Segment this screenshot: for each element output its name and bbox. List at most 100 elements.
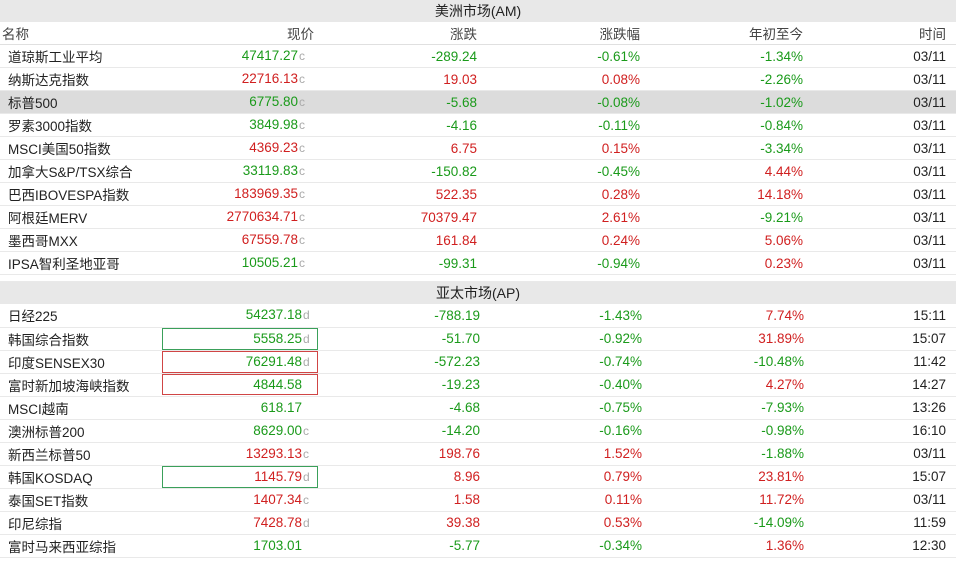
- index-price-cell[interactable]: 1703.01: [158, 534, 320, 558]
- index-price-cell[interactable]: 6775.80c: [153, 90, 316, 114]
- index-price: 10505.21: [241, 255, 298, 270]
- index-time: 11:59: [806, 511, 956, 535]
- index-name[interactable]: 巴西IBOVESPA指数: [0, 182, 153, 206]
- index-name[interactable]: 印尼综指: [0, 511, 158, 535]
- index-row[interactable]: 泰国SET指数 1407.34c 1.58 0.11% 11.72% 03/11: [0, 488, 956, 512]
- index-price: 1145.79: [254, 468, 302, 484]
- index-change-pct: 0.53%: [482, 511, 644, 535]
- index-price-cell[interactable]: 4844.58: [158, 373, 320, 397]
- index-row[interactable]: 阿根廷MERV 2770634.71c 70379.47 2.61% -9.21% 03/…: [0, 205, 956, 229]
- index-row[interactable]: MSCI美国50指数 4369.23c 6.75 0.15% -3.34% 03/11: [0, 136, 956, 160]
- index-row[interactable]: 韩国综合指数 5558.25d -51.70 -0.92% 31.89% 15:07: [0, 327, 956, 351]
- index-name[interactable]: 富时新加坡海峡指数: [0, 373, 158, 397]
- index-price-cell[interactable]: 2770634.71c: [153, 205, 316, 229]
- index-ytd: 14.18%: [642, 182, 805, 206]
- index-name[interactable]: 澳洲标普200: [0, 419, 158, 443]
- index-ytd: -0.84%: [642, 113, 805, 137]
- index-name[interactable]: MSCI美国50指数: [0, 136, 153, 160]
- index-change: -572.23: [320, 350, 482, 374]
- index-name[interactable]: 加拿大S&P/TSX综合: [0, 159, 153, 183]
- index-name[interactable]: 罗素3000指数: [0, 113, 153, 137]
- index-row[interactable]: 纳斯达克指数 22716.13c 19.03 0.08% -2.26% 03/11: [0, 67, 956, 91]
- price-wrapper: 22716.13c: [153, 68, 314, 90]
- col-header-change-pct[interactable]: 涨跌幅: [479, 22, 642, 45]
- index-row[interactable]: 巴西IBOVESPA指数 183969.35c 522.35 0.28% 14.18% 0…: [0, 182, 956, 206]
- index-row[interactable]: IPSA智利圣地亚哥 10505.21c -99.31 -0.94% 0.23% 03/1…: [0, 251, 956, 275]
- index-price-cell[interactable]: 1407.34c: [158, 488, 320, 512]
- index-row[interactable]: 道琼斯工业平均 47417.27c -289.24 -0.61% -1.34% 03/11: [0, 44, 956, 68]
- index-name[interactable]: 道琼斯工业平均: [0, 44, 153, 68]
- index-row[interactable]: 加拿大S&P/TSX综合 33119.83c -150.82 -0.45% 4.44% 0…: [0, 159, 956, 183]
- index-price-cell[interactable]: 5558.25d: [158, 327, 320, 351]
- index-name[interactable]: 韩国KOSDAQ: [0, 465, 158, 489]
- index-time: 12:30: [806, 534, 956, 558]
- index-name[interactable]: 阿根廷MERV: [0, 205, 153, 229]
- index-price: 7428.78: [253, 514, 302, 530]
- index-price-cell[interactable]: 22716.13c: [153, 67, 316, 91]
- index-price-cell[interactable]: 618.17: [158, 396, 320, 420]
- index-name[interactable]: 韩国综合指数: [0, 327, 158, 351]
- index-row[interactable]: MSCI越南 618.17 -4.68 -0.75% -7.93% 13:26: [0, 396, 956, 420]
- price-box: 33119.83c: [240, 160, 314, 182]
- index-price-cell[interactable]: 1145.79d: [158, 465, 320, 489]
- col-header-name[interactable]: 名称: [0, 22, 153, 45]
- index-change: -4.16: [316, 113, 479, 137]
- index-row[interactable]: 罗素3000指数 3849.98c -4.16 -0.11% -0.84% 03/11: [0, 113, 956, 137]
- index-row[interactable]: 印尼综指 7428.78d 39.38 0.53% -14.09% 11:59: [0, 511, 956, 535]
- index-price-cell[interactable]: 7428.78d: [158, 511, 320, 535]
- index-ytd: -1.88%: [644, 442, 806, 466]
- index-row[interactable]: 新西兰标普50 13293.13c 198.76 1.52% -1.88% 03/11: [0, 442, 956, 466]
- index-price-cell[interactable]: 76291.48d: [158, 350, 320, 374]
- index-price-cell[interactable]: 54237.18d: [158, 304, 320, 328]
- index-price-cell[interactable]: 13293.13c: [158, 442, 320, 466]
- index-change-pct: 0.24%: [479, 228, 642, 252]
- index-name[interactable]: 墨西哥MXX: [0, 228, 153, 252]
- price-status-flag: c: [299, 233, 305, 247]
- col-header-change[interactable]: 涨跌: [316, 22, 479, 45]
- index-row[interactable]: 富时新加坡海峡指数 4844.58 -19.23 -0.40% 4.27% 14:27: [0, 373, 956, 397]
- index-row[interactable]: 日经225 54237.18d -788.19 -1.43% 7.74% 15:11: [0, 304, 956, 328]
- am-table: 名称 现价 涨跌 涨跌幅 年初至今 时间 道琼斯工业平均 47417.27c -28…: [0, 22, 956, 275]
- index-price-cell[interactable]: 8629.00c: [158, 419, 320, 443]
- index-price-cell[interactable]: 3849.98c: [153, 113, 316, 137]
- index-row[interactable]: 澳洲标普200 8629.00c -14.20 -0.16% -0.98% 16:10: [0, 419, 956, 443]
- index-change-pct: -0.61%: [479, 44, 642, 68]
- index-price: 22716.13: [241, 71, 298, 86]
- index-row[interactable]: 标普500 6775.80c -5.68 -0.08% -1.02% 03/11: [0, 90, 956, 114]
- index-price-cell[interactable]: 183969.35c: [153, 182, 316, 206]
- index-name[interactable]: 印度SENSEX30: [0, 350, 158, 374]
- index-price-cell[interactable]: 33119.83c: [153, 159, 316, 183]
- col-header-time[interactable]: 时间: [805, 22, 956, 45]
- index-name[interactable]: 纳斯达克指数: [0, 67, 153, 91]
- index-row[interactable]: 印度SENSEX30 76291.48d -572.23 -0.74% -10.48% 1…: [0, 350, 956, 374]
- col-header-price[interactable]: 现价: [153, 22, 316, 45]
- index-change: -289.24: [316, 44, 479, 68]
- index-ytd: -7.93%: [644, 396, 806, 420]
- col-header-ytd[interactable]: 年初至今: [642, 22, 805, 45]
- index-name[interactable]: MSCI越南: [0, 396, 158, 420]
- index-name[interactable]: 泰国SET指数: [0, 488, 158, 512]
- index-change: 19.03: [316, 67, 479, 91]
- index-price-cell[interactable]: 67559.78c: [153, 228, 316, 252]
- index-price-cell[interactable]: 47417.27c: [153, 44, 316, 68]
- price-status-flag: c: [303, 446, 309, 461]
- index-row[interactable]: 墨西哥MXX 67559.78c 161.84 0.24% 5.06% 03/11: [0, 228, 956, 252]
- index-time: 15:07: [806, 327, 956, 351]
- index-price-cell[interactable]: 10505.21c: [153, 251, 316, 275]
- index-name[interactable]: 富时马来西亚综指: [0, 534, 158, 558]
- index-name[interactable]: 日经225: [0, 304, 158, 328]
- index-name[interactable]: 标普500: [0, 90, 153, 114]
- index-name[interactable]: IPSA智利圣地亚哥: [0, 251, 153, 275]
- ap-table: 日经225 54237.18d -788.19 -1.43% 7.74% 15:11 韩国综…: [0, 304, 956, 558]
- price-wrapper: 1407.34c: [158, 489, 318, 511]
- price-box: 6775.80c: [246, 91, 314, 113]
- index-ytd: 7.74%: [644, 304, 806, 328]
- index-row[interactable]: 富时马来西亚综指 1703.01 -5.77 -0.34% 1.36% 12:30: [0, 534, 956, 558]
- index-ytd: 0.23%: [642, 251, 805, 275]
- index-price-cell[interactable]: 4369.23c: [153, 136, 316, 160]
- index-name[interactable]: 新西兰标普50: [0, 442, 158, 466]
- price-wrapper: 33119.83c: [153, 160, 314, 182]
- index-change: 161.84: [316, 228, 479, 252]
- index-price: 76291.48: [245, 353, 302, 369]
- index-row[interactable]: 韩国KOSDAQ 1145.79d 8.96 0.79% 23.81% 15:07: [0, 465, 956, 489]
